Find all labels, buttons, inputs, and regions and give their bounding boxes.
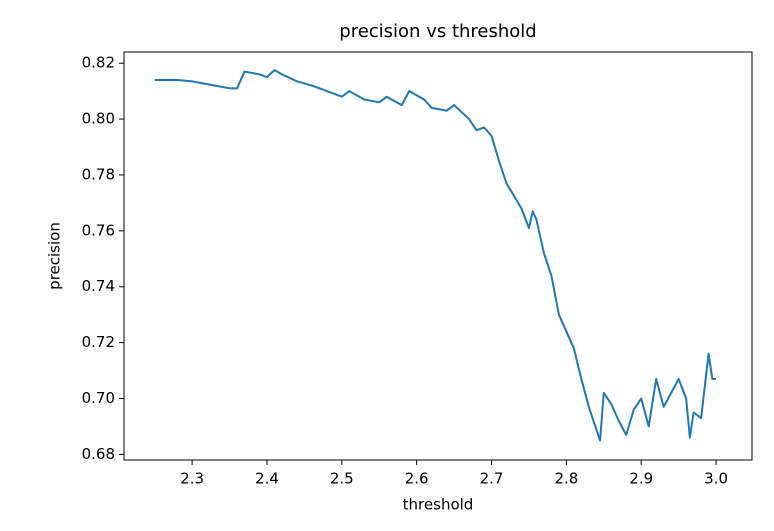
y-tick-label: 0.68 xyxy=(82,445,115,463)
x-tick-label: 2.9 xyxy=(629,470,653,488)
y-tick-label: 0.70 xyxy=(82,389,115,407)
x-tick-label: 2.8 xyxy=(554,470,578,488)
x-tick-label: 3.0 xyxy=(704,470,728,488)
y-tick-label: 0.80 xyxy=(82,110,115,128)
y-axis-label: precision xyxy=(46,222,64,290)
y-tick-label: 0.76 xyxy=(82,221,115,239)
y-tick-label: 0.72 xyxy=(82,333,115,351)
x-tick-label: 2.5 xyxy=(330,470,354,488)
line-series xyxy=(154,69,717,442)
x-tick-label: 2.3 xyxy=(180,470,204,488)
x-tick-label: 2.6 xyxy=(405,470,429,488)
x-axis-label: threshold xyxy=(403,496,474,514)
plot-frame xyxy=(123,51,753,461)
x-tick-label: 2.4 xyxy=(255,470,279,488)
x-tick-label: 2.7 xyxy=(480,470,504,488)
y-tick-label: 0.78 xyxy=(82,165,115,183)
y-tick-label: 0.82 xyxy=(82,54,115,72)
chart-title: precision vs threshold xyxy=(339,21,536,42)
y-tick-label: 0.74 xyxy=(82,277,115,295)
